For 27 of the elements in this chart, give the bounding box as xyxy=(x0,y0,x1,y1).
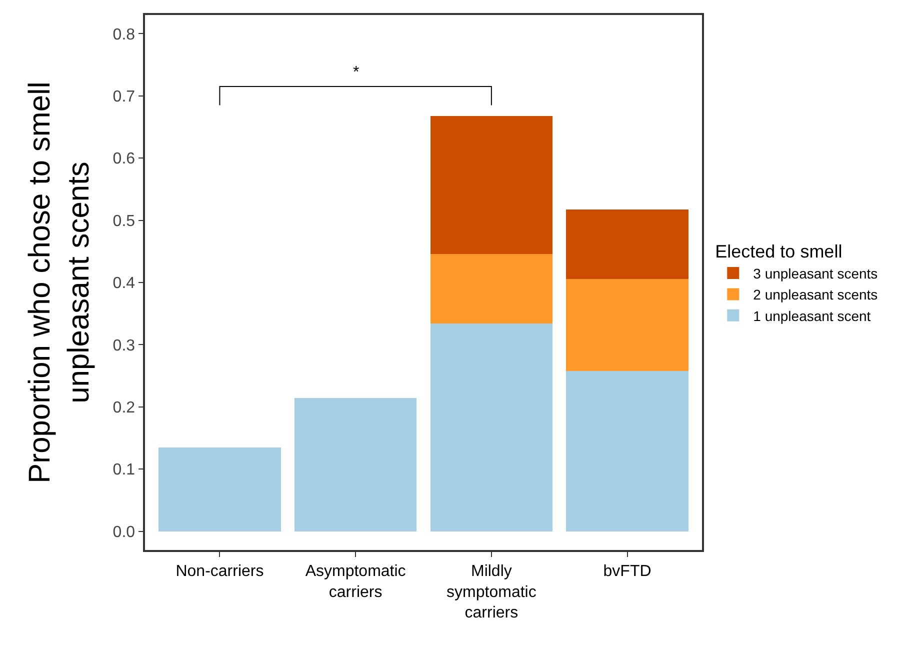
y-axis-title: Proportion who chose to smell unpleasant scents xyxy=(23,82,96,484)
y-tick-label: 0.6 xyxy=(112,150,136,168)
bar xyxy=(430,254,553,324)
legend-label: 2 unpleasant scents xyxy=(753,286,878,303)
bar xyxy=(566,370,688,532)
y-tick-label: 0.1 xyxy=(112,462,136,479)
legend-title: Elected to smell xyxy=(715,241,842,262)
y-tick-label: 0.5 xyxy=(112,212,136,230)
x-tick-label: bvFTD xyxy=(603,562,652,580)
bar xyxy=(158,447,281,532)
x-tick-label: Asymptomatic carriers xyxy=(305,562,406,601)
y-tick-label: 0.2 xyxy=(112,400,136,417)
x-tick-label: Non-carriers xyxy=(176,562,264,580)
bar xyxy=(294,398,417,532)
bar xyxy=(566,210,688,279)
y-tick-label: 0.0 xyxy=(112,524,136,541)
y-tick-label: 0.4 xyxy=(112,275,136,292)
legend-label: 3 unpleasant scents xyxy=(753,265,878,282)
bar xyxy=(430,324,553,532)
annotation: * xyxy=(353,64,360,81)
bar xyxy=(430,116,553,254)
bar xyxy=(566,278,688,371)
x-tick-label: Mildly symptomatic carriers xyxy=(446,562,536,622)
y-tick-label: 0.8 xyxy=(112,26,136,44)
legend-label: 1 unpleasant scent xyxy=(753,308,871,324)
y-tick-label: 0.3 xyxy=(112,337,136,354)
y-tick-label: 0.7 xyxy=(112,88,136,106)
